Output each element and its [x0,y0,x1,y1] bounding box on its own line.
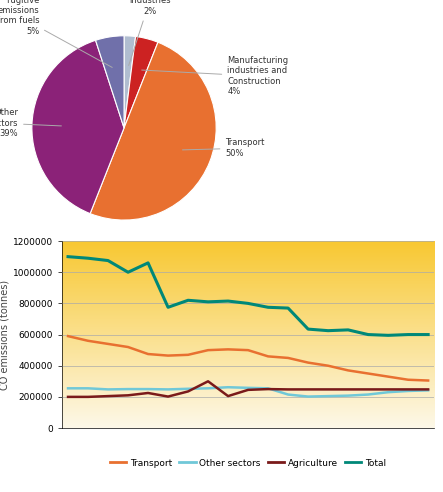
Y-axis label: CO emissions (tonnes): CO emissions (tonnes) [0,279,10,390]
Wedge shape [96,36,124,128]
Wedge shape [124,36,158,128]
Text: Fugitive
emissions
from fuels
5%: Fugitive emissions from fuels 5% [0,0,112,67]
Wedge shape [124,36,136,128]
Text: Energy
industries
2%: Energy industries 2% [128,0,171,65]
Text: Transport
50%: Transport 50% [183,138,265,158]
Wedge shape [90,42,216,220]
Wedge shape [32,40,124,214]
Text: Manufacturing
industries and
Construction
4%: Manufacturing industries and Constructio… [142,56,288,96]
Legend: Transport, Other sectors, Agriculture, Total: Transport, Other sectors, Agriculture, T… [106,455,390,471]
Text: Other
sectors
39%: Other sectors 39% [0,108,62,138]
